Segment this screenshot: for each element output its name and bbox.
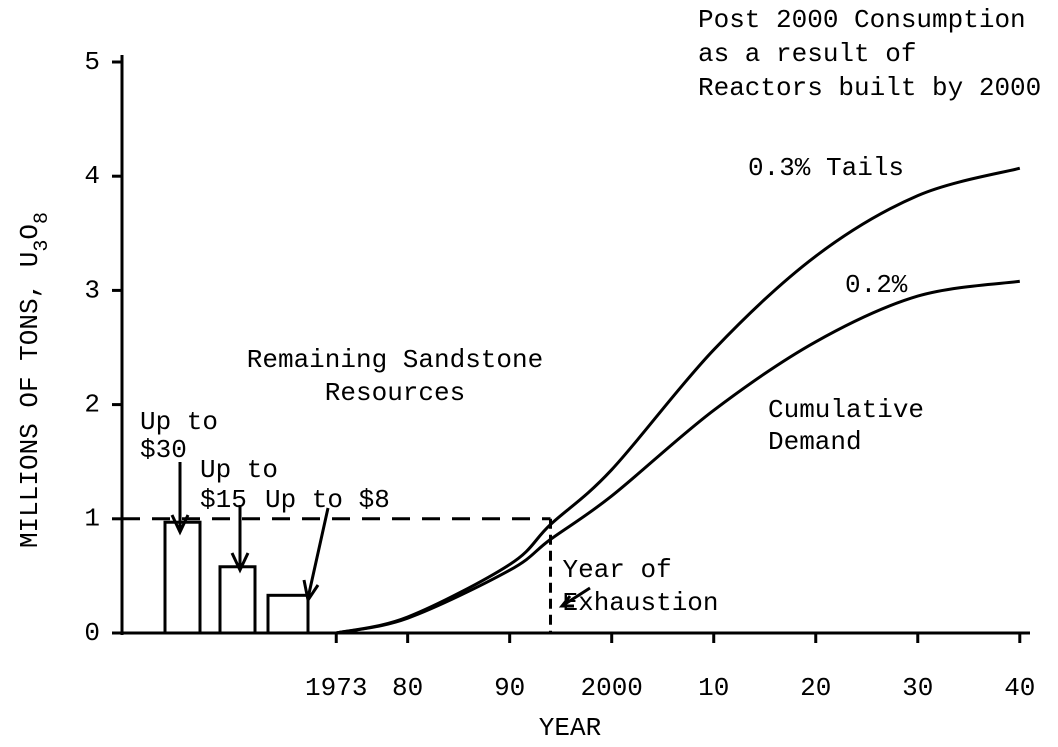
arrow <box>558 586 591 608</box>
y-tick-label: 5 <box>84 47 100 77</box>
y-tick-label: 3 <box>84 275 100 305</box>
chart-title: Reactors built by 2000 <box>698 73 1041 103</box>
annotation: Exhaustion <box>562 588 718 618</box>
y-tick-label: 1 <box>84 504 100 534</box>
curve <box>335 279 1021 635</box>
arrows <box>170 462 591 608</box>
x-tick-label: 2000 <box>580 673 642 703</box>
x-tick-label: 80 <box>392 673 423 703</box>
chart-title: Post 2000 Consumption <box>698 5 1026 35</box>
x-tick-label: 10 <box>698 673 729 703</box>
y-axis-label-part: MILLIONS OF TONS, U <box>15 252 45 548</box>
arrow <box>230 505 250 574</box>
y-tick-label: 0 <box>84 618 100 648</box>
y-axis-label-part: O <box>15 224 45 240</box>
annotation: Demand <box>768 427 862 457</box>
series-label: 0.3% Tails <box>748 153 904 183</box>
x-tick-label: 90 <box>494 673 525 703</box>
annotation: Year of <box>562 555 671 585</box>
x-tick-label: 20 <box>800 673 831 703</box>
annotation: Remaining Sandstone <box>247 345 543 375</box>
x-axis-label: YEAR <box>539 713 601 743</box>
annotation: Cumulative <box>768 395 924 425</box>
bar <box>266 593 310 635</box>
y-axis-label-part: 3 <box>31 240 54 252</box>
bar-label: Up to $8 <box>265 485 390 515</box>
x-tick-label: 30 <box>902 673 933 703</box>
y-axis-label-part: 8 <box>31 212 54 224</box>
y-axis-label: MILLIONS OF TONS, U3O8 <box>15 212 54 548</box>
y-tick-label: 2 <box>84 389 100 419</box>
bar-label: $30 <box>140 435 187 465</box>
annotation: Resources <box>325 378 465 408</box>
x-tick-label: 1973 <box>305 673 367 703</box>
arrow <box>170 462 190 536</box>
x-tick-label: 40 <box>1004 673 1035 703</box>
curve <box>335 166 1021 635</box>
bar <box>163 520 202 635</box>
chart-title: as a result of <box>698 39 916 69</box>
bar-label: $15 <box>200 485 247 515</box>
y-tick-label: 4 <box>84 161 100 191</box>
bar <box>218 565 257 635</box>
bar-label: Up to <box>140 407 218 437</box>
bar-label: Up to <box>200 455 278 485</box>
series-label: 0.2% <box>845 270 908 300</box>
arrow <box>302 507 330 604</box>
